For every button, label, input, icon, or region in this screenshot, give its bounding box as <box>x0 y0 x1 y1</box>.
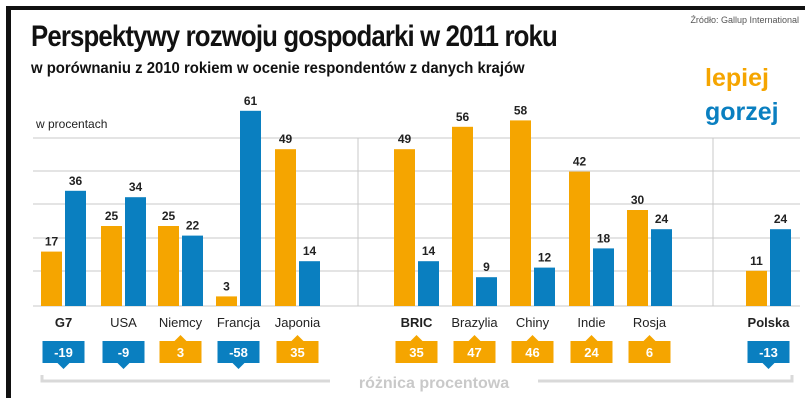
value-label-worse: 36 <box>69 174 83 188</box>
value-label-better: 17 <box>45 235 59 249</box>
difference-value: 46 <box>525 345 539 360</box>
chart-subtitle: w porównaniu z 2010 rokiem w ocenie resp… <box>31 60 525 77</box>
bar-better <box>394 149 415 306</box>
bar-worse <box>299 261 320 306</box>
value-label-worse: 14 <box>422 244 436 258</box>
value-label-better: 49 <box>398 132 412 146</box>
bar-worse <box>476 277 497 306</box>
difference-badge <box>217 341 260 369</box>
difference-badge <box>42 341 85 369</box>
category-label: Brazylia <box>451 315 498 330</box>
difference-badge <box>102 341 145 369</box>
category-label: G7 <box>55 315 72 330</box>
bar-worse <box>418 261 439 306</box>
value-label-worse: 22 <box>186 219 200 233</box>
difference-value: 47 <box>467 345 481 360</box>
difference-value: 35 <box>409 345 423 360</box>
frame-top-border <box>6 6 805 10</box>
difference-value: -19 <box>54 345 73 360</box>
difference-badge <box>747 341 790 369</box>
source-note: Źródło: Gallup International <box>690 15 799 25</box>
category-label: USA <box>110 315 137 330</box>
value-label-worse: 24 <box>655 212 669 226</box>
difference-value: 6 <box>646 345 653 360</box>
difference-badge <box>628 335 671 363</box>
value-label-better: 56 <box>456 110 470 124</box>
legend-worse: gorzej <box>705 98 779 126</box>
bar-better <box>746 270 767 306</box>
difference-badge <box>453 335 496 363</box>
category-label: Chiny <box>516 315 550 330</box>
difference-value: -9 <box>118 345 130 360</box>
difference-value: 24 <box>584 345 599 360</box>
bar-better <box>452 126 473 306</box>
bar-better <box>216 296 237 306</box>
bar-better <box>101 226 122 306</box>
difference-label: różnica procentowa <box>359 375 509 392</box>
difference-badge <box>395 335 438 363</box>
value-label-better: 58 <box>514 103 528 117</box>
bar-worse <box>240 110 261 306</box>
value-label-worse: 12 <box>538 251 552 265</box>
difference-badge <box>276 335 319 363</box>
difference-badge <box>159 335 202 363</box>
difference-value: 3 <box>177 345 184 360</box>
value-label-better: 11 <box>750 254 763 268</box>
value-label-better: 42 <box>573 155 587 169</box>
bar-better <box>41 251 62 306</box>
bar-worse <box>125 197 146 306</box>
bar-worse <box>593 248 614 306</box>
category-label: Japonia <box>275 315 321 330</box>
value-label-worse: 9 <box>483 260 490 274</box>
category-label: Indie <box>577 315 605 330</box>
category-label: Francja <box>217 315 261 330</box>
bar-worse <box>534 267 555 306</box>
frame-left-border <box>6 6 11 398</box>
bar-better <box>158 226 179 306</box>
value-label-worse: 18 <box>597 231 611 245</box>
difference-value: -58 <box>229 345 248 360</box>
difference-label-bg <box>330 372 538 394</box>
bar-worse <box>651 229 672 306</box>
value-label-better: 3 <box>223 279 230 293</box>
bar-better <box>627 210 648 306</box>
category-label: BRIC <box>401 315 433 330</box>
bar-better <box>275 149 296 306</box>
bar-better <box>569 171 590 306</box>
difference-value: 35 <box>290 345 304 360</box>
category-label: Rosja <box>633 315 667 330</box>
value-label-worse: 24 <box>774 212 788 226</box>
value-label-better: 25 <box>162 209 176 223</box>
value-label-worse: 61 <box>244 94 258 108</box>
bar-worse <box>65 190 86 306</box>
bar-worse <box>770 229 791 306</box>
bar-better <box>510 120 531 307</box>
difference-badge <box>570 335 613 363</box>
category-label: Polska <box>748 315 791 330</box>
difference-badge <box>511 335 554 363</box>
value-label-better: 30 <box>631 193 645 207</box>
y-axis-label: w procentach <box>35 117 107 131</box>
legend-better: lepiej <box>705 64 769 92</box>
bar-worse <box>182 235 203 306</box>
chart-title: Perspektywy rozwoju gospodarki w 2011 ro… <box>31 20 558 53</box>
value-label-worse: 14 <box>303 244 317 258</box>
value-label-better: 25 <box>105 209 119 223</box>
value-label-better: 49 <box>279 132 293 146</box>
difference-value: -13 <box>759 345 778 360</box>
category-label: Niemcy <box>159 315 203 330</box>
value-label-worse: 34 <box>129 180 143 194</box>
